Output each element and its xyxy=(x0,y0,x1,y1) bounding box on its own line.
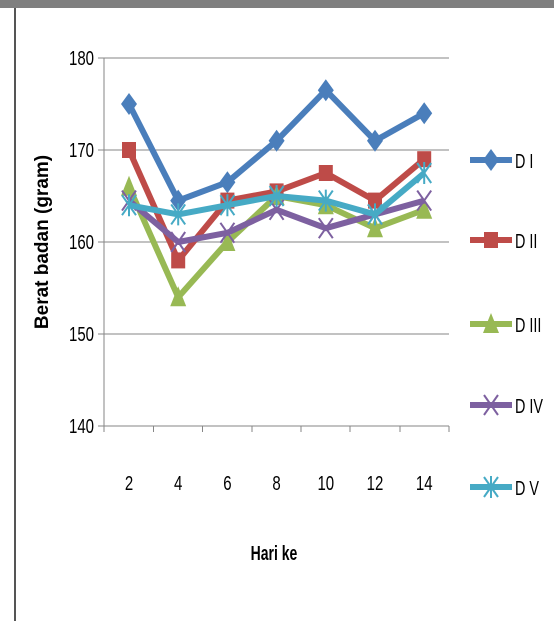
legend-marker xyxy=(483,394,499,416)
x-tick-label: 12 xyxy=(367,472,384,495)
data-point xyxy=(317,79,334,102)
series-1 xyxy=(121,79,433,212)
x-tick-label: 2 xyxy=(125,472,133,495)
data-point xyxy=(219,231,236,251)
data-point xyxy=(121,93,137,115)
x-tick-label: 4 xyxy=(174,472,182,495)
data-point xyxy=(170,286,187,307)
y-axis-label: Berat badan (gram) xyxy=(32,155,53,329)
series-group xyxy=(121,79,433,307)
series-5 xyxy=(121,162,433,226)
data-point xyxy=(170,231,187,253)
legend-item: D IV xyxy=(470,394,543,418)
data-point xyxy=(170,203,187,226)
data-point xyxy=(219,171,236,194)
legend-marker xyxy=(483,313,499,333)
data-point xyxy=(219,194,236,217)
legend-label: D IV xyxy=(515,395,543,418)
gridlines xyxy=(98,57,450,432)
data-point xyxy=(121,194,137,217)
data-point xyxy=(318,165,333,181)
data-point xyxy=(219,222,236,244)
legend-marker xyxy=(483,476,499,498)
data-point xyxy=(416,190,433,212)
x-axis-label: Hari ke xyxy=(251,541,298,564)
y-tick-label: 160 xyxy=(69,231,94,254)
x-tick-labels: 2 4 6 8 10 12 14 xyxy=(125,472,433,495)
y-tick-label: 170 xyxy=(69,139,94,162)
legend-item: D I xyxy=(470,149,533,173)
data-point xyxy=(416,102,433,125)
data-point xyxy=(170,189,187,212)
y-tick-label: 150 xyxy=(69,323,94,346)
x-tick-label: 6 xyxy=(223,472,231,495)
left-border xyxy=(14,8,16,621)
legend-label: D III xyxy=(515,314,541,337)
y-tick-label: 140 xyxy=(69,415,94,438)
x-tick-label: 14 xyxy=(416,472,433,495)
data-point xyxy=(367,129,383,152)
data-point xyxy=(122,142,136,158)
top-border xyxy=(0,0,554,8)
y-tick-label: 180 xyxy=(69,47,94,70)
data-point xyxy=(171,252,186,269)
legend-marker xyxy=(483,149,499,171)
data-point xyxy=(368,192,382,209)
legend-item: D III xyxy=(470,313,541,337)
data-point xyxy=(367,217,383,238)
legend-item: D II xyxy=(470,230,537,253)
legend: D I D II D III D IV D V xyxy=(470,149,543,500)
data-point xyxy=(317,217,334,239)
data-point xyxy=(416,162,433,184)
data-point xyxy=(416,198,433,219)
data-point xyxy=(317,189,334,212)
data-point xyxy=(417,151,432,168)
x-tick-label: 10 xyxy=(317,472,334,495)
legend-item: D V xyxy=(470,476,539,500)
legend-label: D II xyxy=(515,230,537,253)
legend-label: D I xyxy=(515,150,533,173)
legend-marker xyxy=(484,232,498,248)
x-tick-label: 8 xyxy=(272,472,280,495)
data-point xyxy=(367,203,383,226)
legend-label: D V xyxy=(515,477,539,500)
data-point xyxy=(268,129,285,152)
data-point xyxy=(121,175,137,196)
y-tick-labels: 140 150 160 170 180 xyxy=(69,47,94,438)
data-point xyxy=(268,185,285,207)
